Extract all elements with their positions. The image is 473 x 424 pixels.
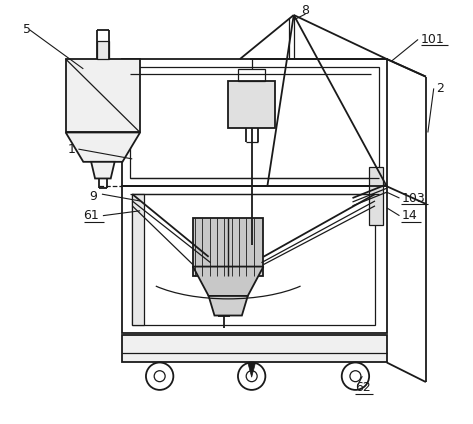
Polygon shape [91, 162, 114, 179]
Bar [130, 67, 379, 179]
Bar [66, 59, 140, 132]
Text: 8: 8 [301, 4, 309, 17]
Text: 103: 103 [402, 192, 425, 204]
Polygon shape [248, 363, 255, 377]
Polygon shape [66, 132, 140, 162]
Text: 14: 14 [402, 209, 417, 222]
Bar [193, 267, 263, 276]
Bar [193, 218, 263, 267]
Polygon shape [209, 296, 248, 315]
Bar [123, 335, 387, 363]
Bar [369, 167, 383, 226]
Polygon shape [193, 267, 263, 296]
Bar [97, 42, 109, 59]
Bar [238, 69, 265, 81]
Text: 61: 61 [83, 209, 99, 222]
Bar [132, 194, 375, 325]
Text: 2: 2 [436, 82, 444, 95]
Bar [228, 81, 275, 128]
Bar [123, 186, 387, 333]
Text: 9: 9 [89, 190, 97, 203]
Text: 62: 62 [355, 382, 371, 394]
Bar [123, 59, 387, 186]
Text: 5: 5 [23, 23, 31, 36]
Text: 1: 1 [68, 142, 76, 156]
Text: 101: 101 [421, 33, 445, 46]
Bar [132, 194, 144, 325]
